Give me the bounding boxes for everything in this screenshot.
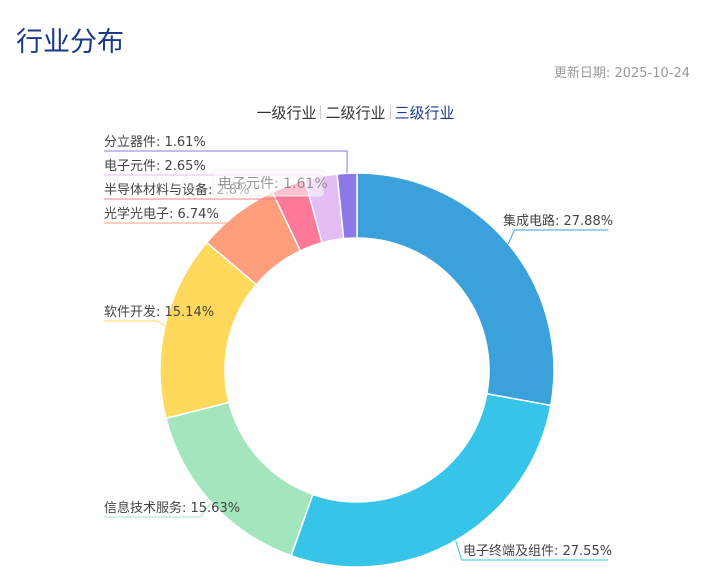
- donut-slice-3[interactable]: [165, 401, 314, 557]
- label-leader-lines: [104, 150, 608, 561]
- tooltip-box: [212, 169, 324, 197]
- donut-slices: [159, 172, 555, 568]
- leader-line-5: [104, 213, 238, 224]
- slice-label-5: 光学光电子: 6.74%: [104, 206, 219, 222]
- donut-slice-8[interactable]: [336, 172, 358, 240]
- tab-level-2[interactable]: 二级行业: [325, 104, 386, 122]
- update-date: 更新日期: 2025-10-24: [554, 62, 690, 81]
- page-title: 行业分布: [16, 27, 124, 58]
- update-date-value: 2025-10-24: [614, 66, 690, 81]
- slice-label-4: 软件开发: 15.14%: [104, 304, 214, 320]
- slice-label-1: 集成电路: 27.88%: [503, 213, 613, 229]
- tab-level-3[interactable]: 三级行业: [394, 104, 455, 122]
- slice-label-7: 电子元件: 2.65%: [104, 159, 206, 174]
- tooltip-overlay: 电子元件: 1.61%: [212, 169, 328, 197]
- industry-level-tabs: 一级行业 二级行业 三级行业: [0, 102, 711, 123]
- leader-line-4: [104, 320, 166, 326]
- leader-line-3: [104, 502, 212, 518]
- tab-divider: [389, 105, 391, 119]
- donut-slice-1[interactable]: [356, 172, 555, 407]
- leader-line-1: [507, 229, 608, 245]
- update-date-label: 更新日期:: [553, 66, 611, 81]
- donut-slice-2[interactable]: [290, 392, 552, 568]
- slice-label-2: 电子终端及组件: 27.55%: [463, 543, 612, 559]
- slice-labels: 集成电路: 27.88% 电子终端及组件: 27.55% 信息技术服务: 15.63…: [104, 135, 613, 559]
- leader-line-8: [104, 150, 348, 174]
- slice-label-8: 分立器件: 1.61%: [104, 135, 206, 150]
- tooltip-text: 电子元件: 1.61%: [218, 176, 328, 192]
- tab-level-1[interactable]: 一级行业: [256, 104, 317, 122]
- tab-divider: [320, 105, 322, 119]
- leader-line-2: [455, 540, 608, 561]
- slice-label-3: 信息技术服务: 15.63%: [104, 500, 240, 516]
